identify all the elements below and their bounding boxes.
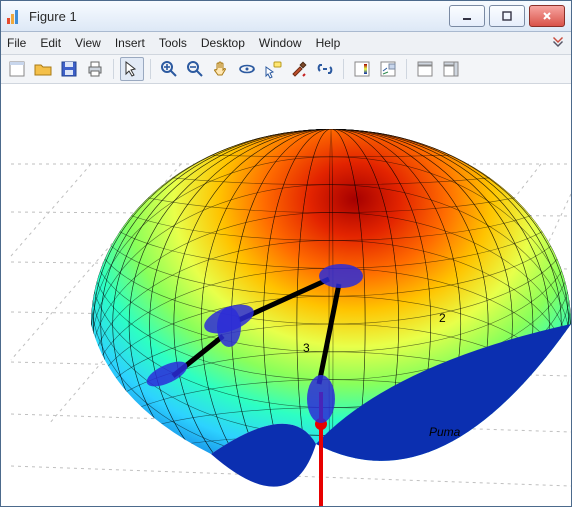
hide-tools-icon[interactable] [413, 57, 437, 81]
new-figure-icon[interactable] [5, 57, 29, 81]
legend-icon[interactable] [376, 57, 400, 81]
zoom-in-icon[interactable] [157, 57, 181, 81]
colorbar-icon[interactable] [350, 57, 374, 81]
menu-view[interactable]: View [75, 36, 101, 50]
menu-window[interactable]: Window [259, 36, 302, 50]
menu-insert[interactable]: Insert [115, 36, 145, 50]
toolbar-separator [150, 59, 151, 79]
axes-canvas[interactable]: 2 3 Puma [1, 84, 571, 506]
save-icon[interactable] [57, 57, 81, 81]
menu-file[interactable]: File [7, 36, 26, 50]
toolbar-separator [343, 59, 344, 79]
plot-label: 2 [439, 311, 446, 325]
rotate3d-icon[interactable] [235, 57, 259, 81]
show-tools-icon[interactable] [439, 57, 463, 81]
datacursor-icon[interactable] [261, 57, 285, 81]
menu-desktop[interactable]: Desktop [201, 36, 245, 50]
open-icon[interactable] [31, 57, 55, 81]
titlebar: Figure 1 [1, 1, 571, 32]
minimize-button[interactable] [449, 5, 485, 27]
brush-icon[interactable] [287, 57, 311, 81]
edit-plot-icon[interactable] [120, 57, 144, 81]
plot-label: Puma [429, 425, 461, 439]
toolbar-separator [406, 59, 407, 79]
close-button[interactable] [529, 5, 565, 27]
toolbar [1, 55, 571, 84]
figure-window: Figure 1 File Edit View Insert Tools Desktop W… [0, 0, 572, 507]
link-icon[interactable] [313, 57, 337, 81]
plot-label: 3 [303, 341, 310, 355]
menucorner-icon[interactable] [551, 36, 565, 50]
menu-help[interactable]: Help [316, 36, 341, 50]
pan-icon[interactable] [209, 57, 233, 81]
plot-svg: 2 3 Puma [1, 84, 571, 506]
menu-tools[interactable]: Tools [159, 36, 187, 50]
print-icon[interactable] [83, 57, 107, 81]
toolbar-separator [113, 59, 114, 79]
maximize-button[interactable] [489, 5, 525, 27]
app-icon [7, 8, 23, 24]
window-buttons [449, 5, 565, 27]
window-title: Figure 1 [29, 9, 449, 24]
menubar: File Edit View Insert Tools Desktop Window Help [1, 32, 571, 55]
zoom-out-icon[interactable] [183, 57, 207, 81]
menu-edit[interactable]: Edit [40, 36, 61, 50]
